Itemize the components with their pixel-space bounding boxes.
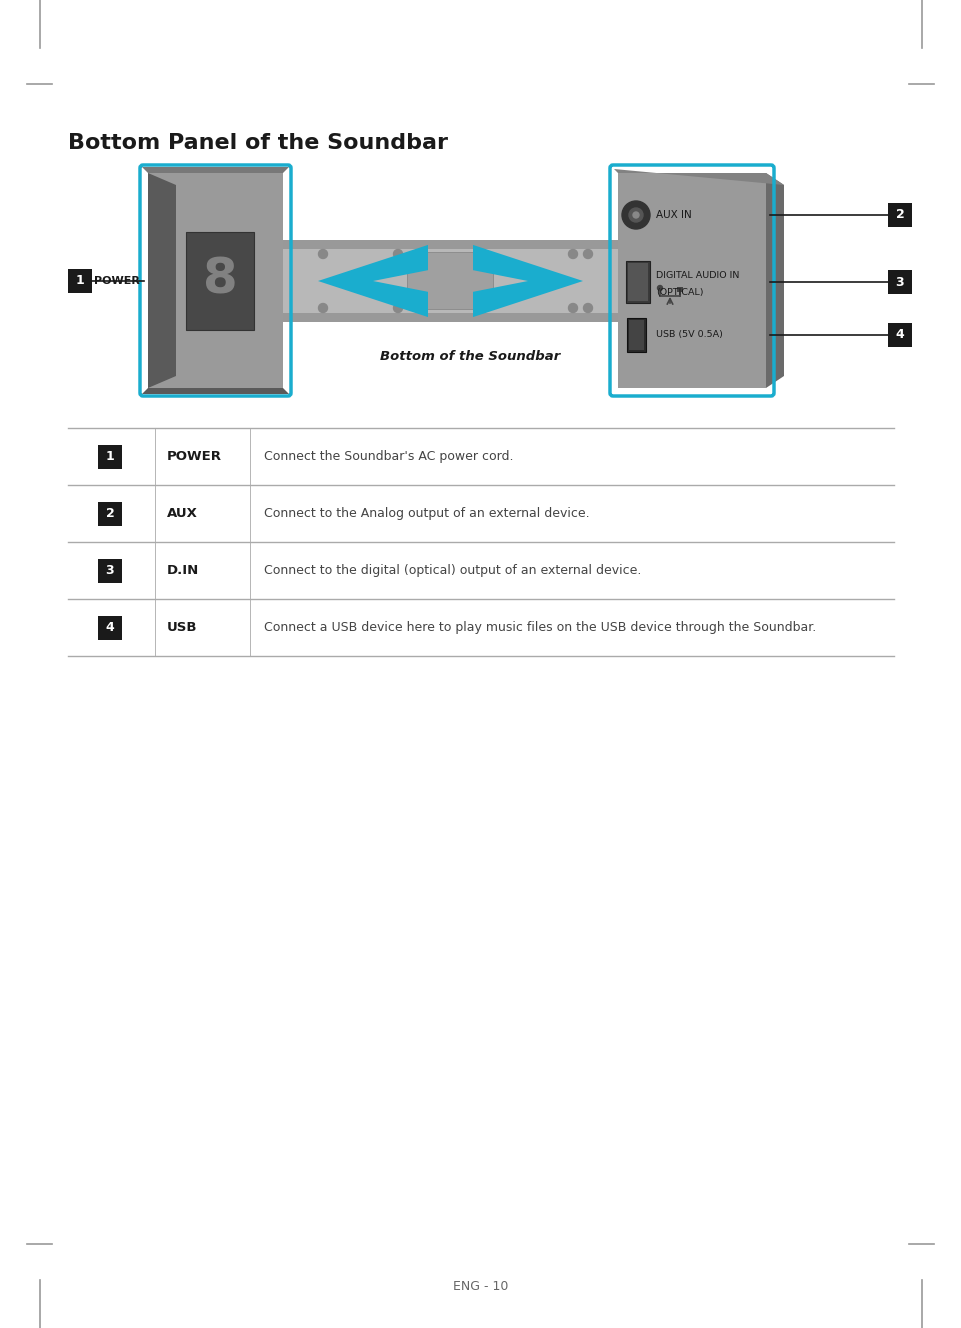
FancyBboxPatch shape [68, 270, 92, 293]
Circle shape [318, 250, 327, 259]
Circle shape [622, 201, 650, 228]
Circle shape [656, 286, 662, 291]
Circle shape [568, 304, 577, 312]
FancyBboxPatch shape [98, 559, 122, 583]
FancyBboxPatch shape [887, 270, 911, 293]
Polygon shape [142, 167, 288, 173]
Circle shape [583, 250, 592, 259]
Text: USB (5V 0.5A): USB (5V 0.5A) [655, 331, 722, 340]
Polygon shape [318, 244, 428, 317]
FancyBboxPatch shape [98, 445, 122, 469]
Polygon shape [473, 244, 582, 317]
Text: Connect to the Analog output of an external device.: Connect to the Analog output of an exter… [263, 507, 589, 521]
FancyBboxPatch shape [887, 323, 911, 347]
Polygon shape [613, 169, 783, 185]
Polygon shape [148, 173, 176, 388]
Text: 3: 3 [106, 564, 114, 576]
FancyBboxPatch shape [627, 317, 646, 352]
Text: POWER: POWER [167, 450, 222, 463]
Bar [283, 313, 617, 321]
FancyBboxPatch shape [628, 320, 643, 351]
Text: 4: 4 [895, 328, 903, 341]
FancyBboxPatch shape [98, 615, 122, 640]
Text: Bottom Panel of the Soundbar: Bottom Panel of the Soundbar [68, 133, 448, 153]
Bar [617, 173, 765, 388]
Text: Connect the Soundbar's AC power cord.: Connect the Soundbar's AC power cord. [263, 450, 513, 463]
Text: D.IN: D.IN [167, 564, 199, 576]
Circle shape [318, 304, 327, 312]
Polygon shape [765, 173, 783, 388]
Text: 2: 2 [106, 507, 114, 521]
Circle shape [393, 250, 402, 259]
Text: POWER: POWER [94, 276, 139, 286]
Circle shape [568, 250, 577, 259]
Circle shape [583, 304, 592, 312]
Text: Bottom of the Soundbar: Bottom of the Soundbar [380, 351, 560, 363]
Text: Connect to the digital (optical) output of an external device.: Connect to the digital (optical) output … [263, 564, 641, 576]
Circle shape [393, 304, 402, 312]
Text: 1: 1 [106, 450, 114, 463]
Text: 2: 2 [895, 208, 903, 222]
Text: 8: 8 [203, 256, 237, 304]
Text: 3: 3 [895, 275, 903, 288]
Bar [677, 287, 682, 292]
Text: AUX: AUX [167, 507, 198, 521]
FancyBboxPatch shape [626, 262, 650, 303]
Text: DIGITAL AUDIO IN: DIGITAL AUDIO IN [655, 271, 739, 280]
Circle shape [478, 304, 487, 312]
Bar [283, 240, 617, 321]
Circle shape [478, 250, 487, 259]
Text: ENG - 10: ENG - 10 [453, 1279, 508, 1292]
Text: Connect a USB device here to play music files on the USB device through the Soun: Connect a USB device here to play music … [263, 622, 815, 633]
FancyBboxPatch shape [185, 232, 254, 329]
FancyBboxPatch shape [98, 502, 122, 526]
Bar [148, 173, 283, 388]
FancyBboxPatch shape [887, 203, 911, 227]
Circle shape [632, 212, 638, 218]
Text: (OPTICAL): (OPTICAL) [655, 287, 702, 296]
Circle shape [628, 208, 642, 222]
Text: USB: USB [167, 622, 197, 633]
Polygon shape [142, 388, 288, 394]
Text: AUX IN: AUX IN [655, 210, 691, 220]
Text: 1: 1 [76, 275, 85, 287]
FancyBboxPatch shape [628, 263, 648, 301]
FancyBboxPatch shape [407, 252, 493, 309]
Bar [283, 240, 617, 250]
Text: 4: 4 [106, 622, 114, 633]
